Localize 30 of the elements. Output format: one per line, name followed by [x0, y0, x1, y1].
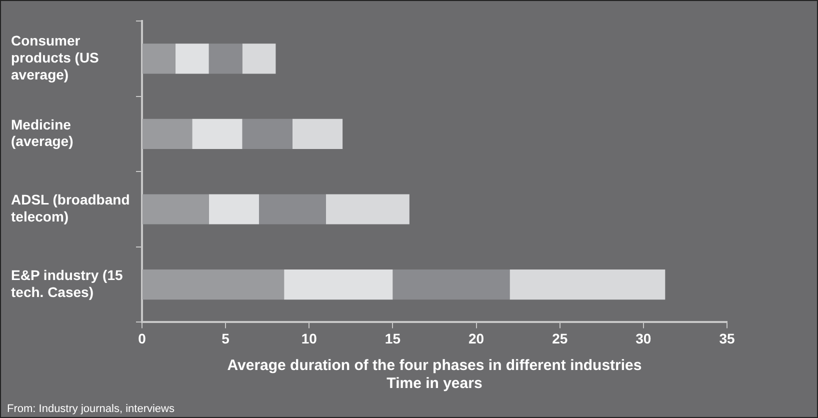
- bar: [258, 194, 326, 224]
- bar: [242, 118, 292, 150]
- x-tick-label: 35: [719, 330, 735, 346]
- bar: [392, 269, 510, 300]
- bar: [192, 118, 242, 150]
- y-tick-label: E&P industry (15 tech. Cases): [11, 267, 123, 300]
- bar: [242, 44, 276, 74]
- y-tick-label: ADSL (broadband telecom): [11, 192, 130, 225]
- x-tick-label: 15: [384, 330, 401, 346]
- x-tick-label: 30: [636, 330, 652, 346]
- bar: [284, 269, 393, 300]
- x-tick-label: 0: [138, 330, 146, 346]
- bar: [326, 194, 410, 224]
- bar: [142, 118, 192, 150]
- bar: [142, 44, 176, 74]
- bar: [208, 44, 242, 74]
- x-tick-label: 25: [552, 330, 568, 346]
- x-tick-label: 5: [222, 330, 230, 346]
- bar: [142, 269, 284, 300]
- bar: [175, 44, 209, 74]
- bar: [208, 194, 259, 224]
- x-axis-title: Average duration of the four phases in different industries Time in years: [227, 357, 642, 392]
- text: From: Industry journals, interviews: [7, 403, 174, 415]
- bar: [510, 269, 666, 300]
- x-tick-label: 20: [468, 330, 484, 346]
- y-tick-label: Consumer products (US average): [11, 32, 99, 82]
- bar: [292, 118, 343, 150]
- y-tick-label: Medicine (average): [11, 116, 74, 150]
- bar: [142, 194, 209, 224]
- x-tick-label: 10: [301, 330, 318, 346]
